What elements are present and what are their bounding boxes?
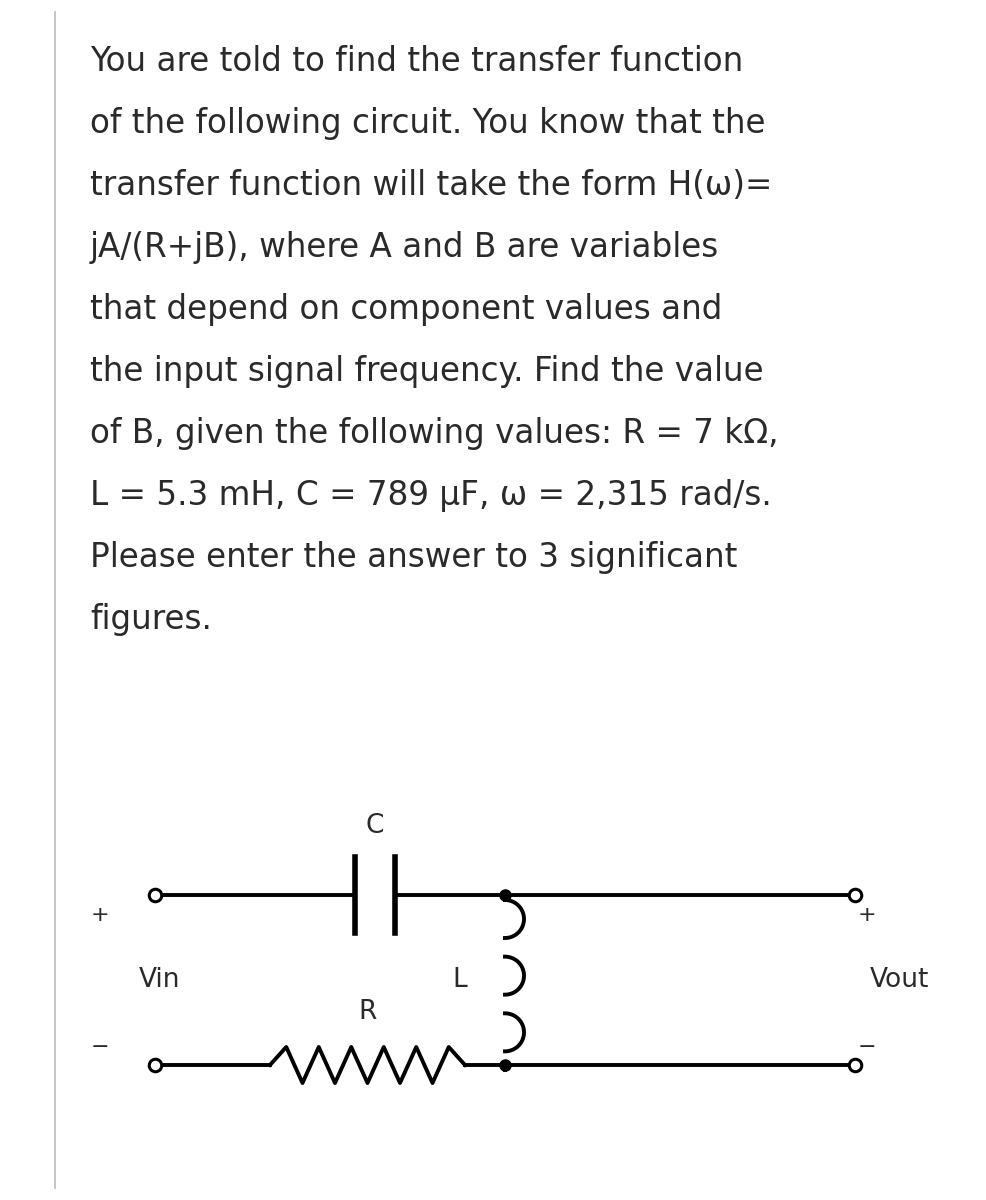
- Text: −: −: [857, 1037, 876, 1057]
- Text: C: C: [366, 814, 384, 839]
- Text: Vout: Vout: [869, 967, 929, 992]
- Text: that depend on component values and: that depend on component values and: [90, 293, 722, 326]
- Text: You are told to find the transfer function: You are told to find the transfer functi…: [90, 44, 742, 78]
- Text: of B, given the following values: R = 7 kΩ,: of B, given the following values: R = 7 …: [90, 416, 778, 450]
- Text: −: −: [91, 1037, 109, 1057]
- Text: +: +: [91, 905, 109, 925]
- Text: Please enter the answer to 3 significant: Please enter the answer to 3 significant: [90, 541, 737, 574]
- Text: Vin: Vin: [139, 967, 180, 992]
- Text: figures.: figures.: [90, 602, 212, 636]
- Text: R: R: [358, 998, 377, 1025]
- Text: +: +: [857, 905, 876, 925]
- Text: transfer function will take the form H(ω)=: transfer function will take the form H(ω…: [90, 169, 772, 202]
- Text: the input signal frequency. Find the value: the input signal frequency. Find the val…: [90, 355, 763, 388]
- Text: of the following circuit. You know that the: of the following circuit. You know that …: [90, 107, 765, 140]
- Text: L = 5.3 mH, C = 789 μF, ω = 2,315 rad/s.: L = 5.3 mH, C = 789 μF, ω = 2,315 rad/s.: [90, 479, 771, 512]
- Text: jA/(R+jB), where A and B are variables: jA/(R+jB), where A and B are variables: [90, 230, 719, 264]
- Text: L: L: [452, 967, 466, 992]
